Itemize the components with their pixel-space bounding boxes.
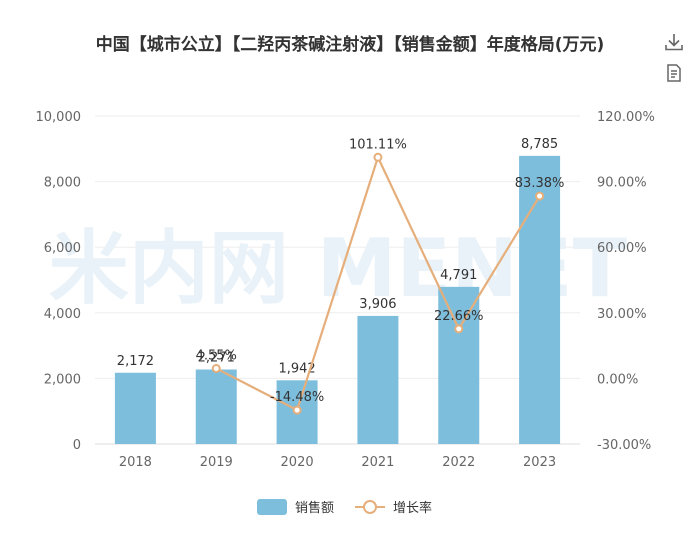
y-left-tick-label: 4,000 (44, 307, 81, 322)
y-left-tick-label: 6,000 (44, 241, 81, 256)
growth-point (535, 191, 545, 201)
x-tick-label: 2018 (119, 455, 152, 470)
growth-point (454, 324, 464, 334)
x-tick-label: 2021 (361, 455, 394, 470)
x-tick-label: 2020 (281, 455, 314, 470)
x-tick-label: 2019 (200, 455, 233, 470)
legend-swatch-sales[interactable] (257, 499, 287, 515)
bar-value-label: 4,791 (440, 268, 477, 283)
bar-value-label: 1,942 (278, 361, 315, 376)
y-left-tick-label: 0 (73, 438, 81, 453)
y-right-tick-label: 30.00% (597, 307, 647, 322)
y-right-tick-label: 90.00% (597, 176, 647, 191)
bar-value-label: 2,172 (117, 354, 154, 369)
growth-point (211, 363, 221, 373)
growth-value-label: 4.55% (196, 348, 237, 363)
y-axis-left: 0 2,000 4,000 6,000 8,000 10,000 (36, 110, 82, 453)
growth-value-label: 101.11% (349, 137, 407, 152)
document-icon[interactable] (663, 62, 685, 84)
download-icon[interactable] (663, 31, 685, 53)
growth-point (292, 405, 302, 415)
growth-value-label: -14.48% (270, 390, 324, 405)
chart-title: 中国【城市公立】【二羟丙茶碱注射液】【销售金额】年度格局(万元) (95, 35, 605, 55)
bar-value-label: 2,271 (198, 351, 235, 366)
bar-value-label: 8,785 (521, 137, 558, 152)
download-icon-glyph (665, 34, 683, 51)
bar (438, 286, 480, 444)
x-axis: 2018 2019 2020 2021 2022 2023 (95, 443, 580, 470)
legend-label-sales[interactable]: 销售额 (295, 500, 334, 516)
x-tick-label: 2023 (523, 455, 556, 470)
bar (519, 155, 561, 445)
document-icon-glyph (667, 64, 681, 82)
y-right-tick-label: 60.00% (597, 241, 647, 256)
bar-value-label: 3,906 (359, 297, 396, 312)
growth-point (373, 152, 383, 162)
bar (114, 372, 156, 444)
y-left-tick-label: 10,000 (36, 110, 82, 125)
growth-value-label: 22.66% (434, 309, 484, 324)
y-right-tick-label: 0.00% (597, 372, 638, 387)
legend-swatch-growth-dot[interactable] (363, 500, 377, 514)
legend: 销售额 增长率 (257, 499, 432, 516)
line-data-labels: 4.55% -14.48% 101.11% 22.66% 83.38% (196, 137, 565, 405)
growth-value-label: 83.38% (515, 176, 565, 191)
y-left-tick-label: 8,000 (44, 176, 81, 191)
bar-data-labels: 2,172 2,271 1,942 3,906 4,791 8,785 (117, 137, 558, 376)
y-right-tick-label: -30.00% (597, 438, 651, 453)
y-right-tick-label: 120.00% (597, 110, 655, 125)
bar (357, 315, 399, 444)
legend-label-growth[interactable]: 增长率 (393, 500, 432, 516)
line-series (211, 152, 545, 415)
bar (195, 369, 237, 444)
y-left-tick-label: 2,000 (44, 372, 81, 387)
x-tick-label: 2022 (442, 455, 475, 470)
y-axis-right: -30.00% 0.00% 30.00% 60.00% 90.00% 120.00% (597, 110, 655, 453)
